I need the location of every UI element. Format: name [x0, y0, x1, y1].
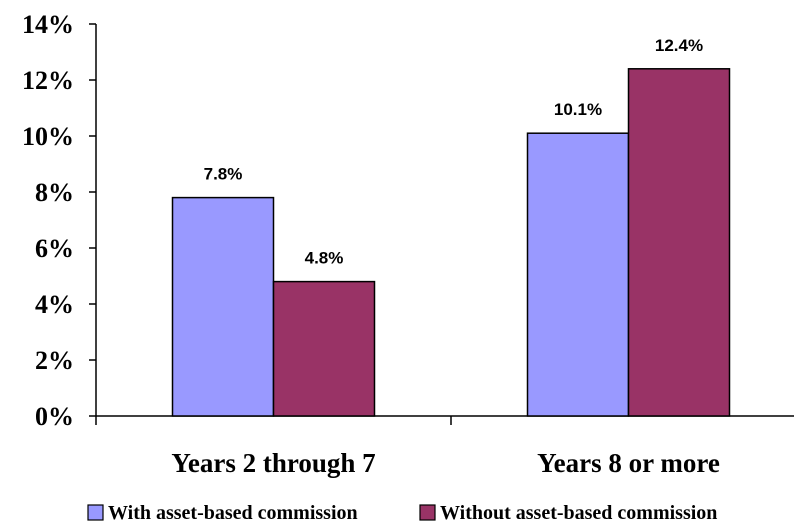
y-tick-label: 12% — [22, 66, 74, 95]
legend-label: Without asset-based commission — [440, 502, 717, 524]
y-tick-label: 8% — [35, 178, 74, 207]
legend: With asset-based commission Without asset… — [87, 502, 717, 524]
y-tick-label: 14% — [22, 10, 74, 39]
x-axis: Years 2 through 7 Years 8 or more — [95, 415, 794, 478]
y-tick-label: 0% — [35, 402, 74, 431]
x-category-label: Years 8 or more — [537, 448, 720, 478]
data-label: 4.8% — [305, 249, 344, 268]
bar — [171, 196, 275, 417]
bar — [272, 280, 376, 417]
y-tick-label: 2% — [35, 346, 74, 375]
y-tick-label: 6% — [35, 234, 74, 263]
bar — [526, 132, 630, 417]
data-label: 7.8% — [204, 165, 243, 184]
bars — [171, 68, 731, 417]
bar — [627, 68, 731, 417]
y-axis: 0% 2% 4% 6% 8% 10% 12% 14% — [22, 10, 97, 431]
y-tick-label: 10% — [22, 122, 74, 151]
y-tick-label: 4% — [35, 290, 74, 319]
x-category-label: Years 2 through 7 — [171, 448, 375, 478]
legend-label: With asset-based commission — [108, 502, 358, 524]
legend-swatch — [87, 504, 104, 521]
data-label: 10.1% — [554, 100, 602, 119]
data-labels: 7.8% 4.8% 10.1% 12.4% — [204, 36, 703, 268]
data-label: 12.4% — [655, 36, 703, 55]
legend-swatch — [419, 504, 436, 521]
